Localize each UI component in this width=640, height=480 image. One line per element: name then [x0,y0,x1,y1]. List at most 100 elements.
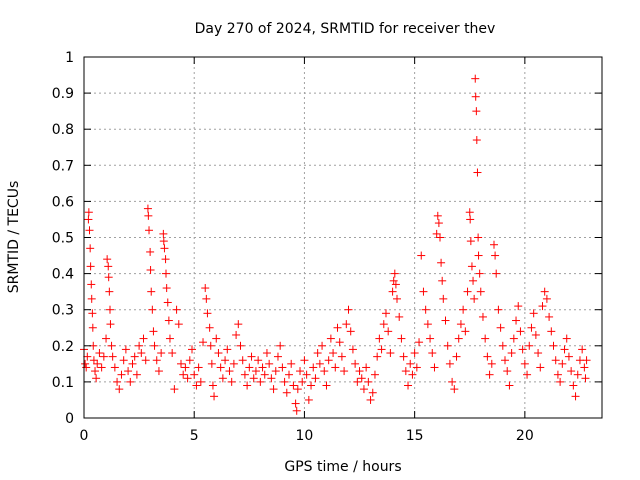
data-point [419,287,428,296]
data-point [578,345,587,354]
data-point [389,276,398,285]
y-tick-label: 0.2 [52,339,74,355]
data-point [179,370,188,379]
data-point [496,323,505,332]
data-point [160,244,169,253]
data-point [337,352,346,361]
data-point [145,226,154,235]
data-point [144,211,153,220]
data-point [373,352,382,361]
data-point [172,305,181,314]
data-point [467,262,476,271]
data-point [377,345,386,354]
data-point [547,327,556,336]
chart-title: Day 270 of 2024, SRMTID for receiver the… [195,21,496,37]
data-point [580,363,589,372]
data-point [126,377,135,386]
data-point [315,359,324,368]
data-point [148,305,157,314]
data-point [82,363,91,372]
data-point [262,349,271,358]
data-point [238,356,247,365]
data-point [390,269,399,278]
data-point [107,341,116,350]
data-point [265,359,274,368]
data-point [276,341,285,350]
data-point [469,276,478,285]
data-point [516,327,525,336]
data-point [289,381,298,390]
data-point [567,367,576,376]
data-point [203,309,212,318]
data-point [452,352,461,361]
data-point [212,334,221,343]
data-point [475,269,484,278]
data-point [520,359,529,368]
data-point [313,349,322,358]
data-point [344,305,353,314]
data-point [229,359,238,368]
data-point [106,320,115,329]
data-point [214,349,223,358]
data-point [375,334,384,343]
data-point [505,381,514,390]
data-point [448,377,457,386]
data-point [287,359,296,368]
data-point [573,370,582,379]
data-point [102,334,111,343]
data-point [342,320,351,329]
data-point [379,320,388,329]
data-point [366,395,375,404]
data-point [192,381,201,390]
data-point [549,341,558,350]
data-point [501,356,510,365]
data-point [157,349,166,358]
data-point [146,247,155,256]
data-point [84,215,93,224]
data-point [466,237,475,246]
data-point [417,251,426,260]
data-point [254,356,263,365]
data-point [86,262,95,271]
data-point [170,385,179,394]
data-point [483,352,492,361]
data-point [284,370,293,379]
data-point [581,374,590,383]
data-point [293,385,302,394]
data-point [491,251,500,260]
data-point [540,287,549,296]
data-point [240,370,249,379]
data-point [137,349,146,358]
data-point [104,273,113,282]
data-point [205,323,214,332]
data-point [199,338,208,347]
data-point [227,377,236,386]
data-point [99,352,108,361]
data-point [564,352,573,361]
data-point [311,374,320,383]
data-point [202,294,211,303]
x-tick-label: 20 [516,428,534,444]
data-points [80,74,591,415]
data-point [185,356,194,365]
data-point [188,345,197,354]
data-point [386,349,395,358]
data-point [529,309,538,318]
data-point [465,208,474,217]
data-point [162,284,171,293]
data-point [206,341,215,350]
data-point [474,251,483,260]
data-point [194,363,203,372]
data-point [243,381,252,390]
data-point [432,229,441,238]
data-point [87,294,96,303]
data-point [108,352,117,361]
data-point [397,334,406,343]
data-point [159,237,168,246]
data-point [320,367,329,376]
data-point [161,269,170,278]
data-point [165,334,174,343]
data-point [154,367,163,376]
data-point [518,345,527,354]
